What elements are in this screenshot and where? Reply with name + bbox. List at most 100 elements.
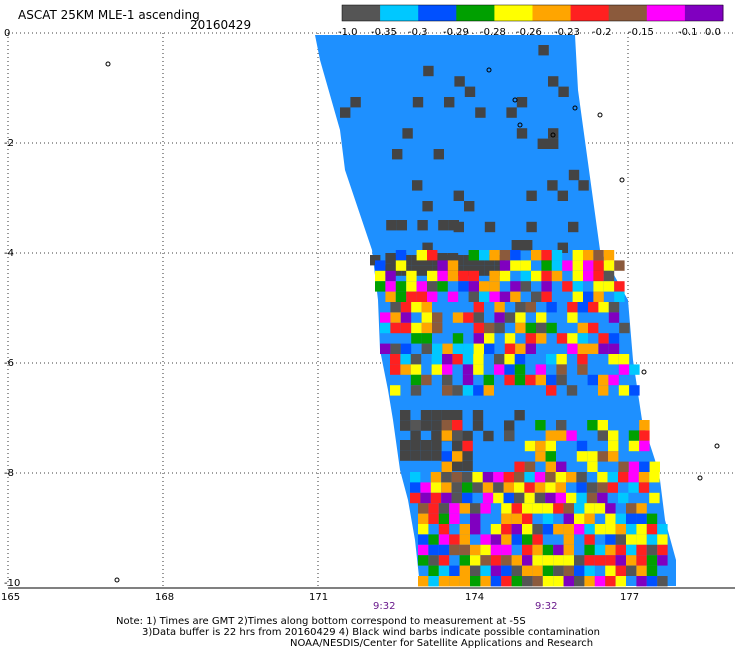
- data-cell: [510, 291, 521, 302]
- data-cell: [423, 65, 434, 77]
- data-cell: [577, 322, 588, 334]
- data-cell: [442, 255, 454, 266]
- data-cell: [597, 430, 608, 441]
- data-cell: [618, 385, 630, 396]
- data-cell: [562, 260, 573, 271]
- data-cell: [411, 265, 422, 276]
- data-cell: [400, 450, 411, 461]
- data-cell: [468, 291, 479, 302]
- data-cell: [452, 333, 464, 344]
- data-cell: [480, 503, 491, 514]
- data-cell: [441, 430, 452, 441]
- data-cell: [504, 343, 516, 354]
- data-cell: [588, 302, 599, 313]
- data-cell: [588, 322, 599, 334]
- data-cell: [618, 472, 629, 483]
- data-cell: [483, 430, 494, 442]
- data-cell: [567, 343, 578, 354]
- data-cell: [534, 472, 546, 483]
- data-cell: [536, 333, 547, 344]
- data-cell: [649, 461, 660, 472]
- data-cell: [646, 565, 658, 576]
- data-cell: [562, 281, 573, 292]
- data-cell: [427, 281, 438, 292]
- data-cell: [431, 430, 442, 442]
- data-cell: [563, 576, 574, 587]
- data-cell: [603, 281, 615, 292]
- data-cell: [538, 45, 549, 56]
- data-cell: [587, 461, 598, 472]
- data-cell: [586, 482, 598, 493]
- data-cell: [563, 524, 574, 535]
- data-cell: [608, 430, 619, 441]
- data-cell: [428, 534, 439, 545]
- legend-swatch: [532, 5, 572, 21]
- data-cell: [574, 524, 585, 535]
- data-cell: [484, 333, 495, 344]
- data-cell: [490, 576, 502, 587]
- data-cell: [598, 343, 609, 354]
- data-cell: [482, 472, 494, 483]
- data-cell: [511, 576, 522, 587]
- data-cell: [453, 265, 464, 276]
- legend-label: -0.23: [554, 27, 580, 38]
- data-cell: [385, 270, 396, 282]
- data-cell: [400, 302, 412, 313]
- data-cell: [490, 524, 502, 535]
- lat-label: -10: [4, 578, 21, 589]
- data-cell: [619, 322, 630, 334]
- data-cell: [474, 265, 485, 276]
- data-cell: [470, 544, 481, 556]
- data-cell: [522, 534, 533, 545]
- data-cell: [411, 322, 422, 334]
- data-cell: [452, 430, 463, 441]
- data-cell: [605, 565, 616, 576]
- data-cell: [427, 270, 438, 282]
- data-cell: [501, 524, 512, 535]
- data-cell: [462, 482, 473, 493]
- data-cell: [499, 270, 511, 282]
- data-cell: [551, 260, 563, 271]
- data-cell: [628, 430, 640, 441]
- map-date: 20160429: [190, 18, 252, 32]
- data-cell: [472, 472, 483, 483]
- data-cell: [636, 503, 647, 514]
- data-cell: [448, 220, 459, 231]
- data-cell: [421, 374, 432, 386]
- data-cell: [615, 513, 626, 524]
- data-cell: [400, 354, 411, 365]
- data-cell: [603, 250, 615, 261]
- data-cell: [566, 430, 577, 441]
- data-cell: [428, 544, 439, 556]
- data-cell: [557, 190, 568, 201]
- data-cell: [636, 544, 647, 556]
- data-cell: [421, 343, 432, 354]
- data-cell: [480, 534, 491, 545]
- data-cell: [441, 492, 452, 504]
- data-cell: [524, 472, 535, 483]
- data-cell: [534, 492, 546, 504]
- legend-swatch: [608, 5, 648, 21]
- data-cell: [649, 472, 660, 483]
- data-cell: [432, 312, 443, 323]
- island-outline: [517, 122, 523, 128]
- lat-label: 0: [4, 28, 11, 39]
- data-cell: [431, 420, 442, 431]
- data-cell: [514, 482, 525, 493]
- data-cell: [420, 440, 432, 451]
- data-cell: [390, 312, 401, 323]
- data-cell: [514, 374, 526, 386]
- data-cell: [608, 451, 619, 462]
- data-cell: [410, 430, 421, 442]
- data-cell: [452, 343, 464, 354]
- data-cell: [535, 440, 546, 452]
- data-cell: [432, 322, 443, 334]
- data-cell: [418, 534, 429, 545]
- note-line-2: 3)Data buffer is 22 hrs from 20160429 4)…: [142, 627, 600, 638]
- data-cell: [390, 354, 401, 365]
- data-cell: [535, 364, 546, 375]
- data-cell: [459, 565, 470, 576]
- data-cell: [588, 343, 599, 354]
- data-cell: [605, 524, 616, 535]
